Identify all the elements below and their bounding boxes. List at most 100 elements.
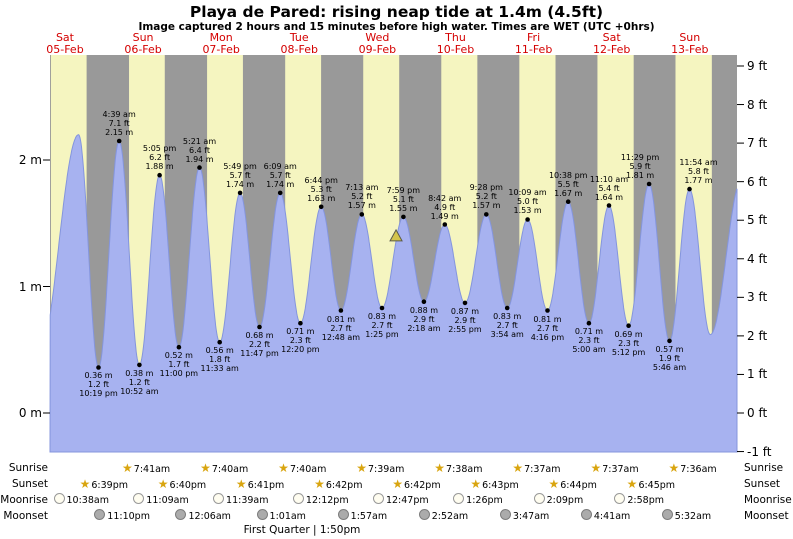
moonrise-moon-icon	[372, 493, 384, 504]
current-tide-marker	[389, 228, 403, 242]
capture-note: Image captured 2 hours and 15 minutes be…	[138, 21, 655, 33]
annotation-line: 0.57 m	[655, 344, 684, 354]
tide-annotation-low: 0.69 m 2.3 ft 5:12 pm	[593, 330, 665, 357]
feet-axis-label: 9 ft	[747, 58, 768, 73]
annotation-line: 2.3 ft	[578, 336, 600, 346]
sunset-time: 6:39pm	[91, 480, 128, 491]
sunrise-entry: ★7:37am	[590, 461, 638, 475]
annotation-line: 5:21 am	[182, 136, 217, 146]
tide-extreme-dot	[157, 172, 162, 178]
annotation-line: 11:33 am	[200, 364, 239, 374]
tide-annotation-high: 10:09 am 5.0 ft 1.53 m	[492, 188, 564, 215]
annotation-line: 7:59 pm	[386, 185, 421, 195]
annotation-line: 0.56 m	[205, 346, 234, 356]
annotation-line: 11:47 pm	[240, 348, 279, 358]
day-date: 06-Feb	[124, 42, 162, 56]
sun-star-icon: ★	[157, 477, 169, 491]
tide-extreme-dot	[565, 199, 571, 204]
annotation-line: 5:12 pm	[611, 347, 646, 357]
moonrise-moon-icon	[614, 493, 626, 504]
tide-extreme-dot	[338, 308, 344, 313]
moonset-time: 1:01am	[269, 511, 306, 522]
tide-extreme-dot	[379, 305, 385, 311]
tide-annotation-low: 0.87 m 2.9 ft 2:55 pm	[429, 307, 501, 334]
annotation-line: 7.1 ft	[108, 119, 130, 129]
annotation-line: 0.69 m	[614, 329, 643, 339]
sunrise-time: 7:36am	[680, 464, 717, 475]
annotation-line: 0.52 m	[164, 351, 193, 361]
annotation-line: 1.9 ft	[658, 353, 681, 363]
page-title: Playa de Pared: rising neap tide at 1.4m…	[189, 3, 604, 21]
sunrise-time: 7:38am	[446, 464, 483, 475]
annotation-line: 5.4 ft	[598, 183, 620, 193]
tide-annotation-low: 0.81 m 2.7 ft 4:16 pm	[511, 315, 583, 342]
moonset-entry: 11:10pm	[94, 509, 150, 522]
tide-annotation-high: 5:21 am 6.4 ft 1.94 m	[164, 137, 236, 164]
sunrise-entry: ★7:40am	[278, 461, 326, 475]
moonrise-entry: 12:12pm	[292, 493, 349, 506]
moonset-moon-icon	[418, 509, 430, 520]
annotation-line: 0.81 m	[326, 314, 356, 324]
annotation-line: 5.8 ft	[687, 167, 710, 177]
annotation-line: 0.36 m	[84, 371, 113, 381]
meter-axis-label: 0 m	[18, 406, 42, 420]
annotation-line: 1.74 m	[266, 179, 295, 189]
annotation-line: 1.49 m	[430, 211, 459, 221]
tide-extreme-dot	[197, 165, 202, 170]
moonset-moon-icon	[337, 509, 349, 520]
annotation-line: 2.7 ft	[496, 321, 518, 330]
annotation-line: 10:19 pm	[79, 389, 118, 399]
sunset-time: 6:40pm	[169, 480, 207, 491]
day-date: 12-Feb	[592, 42, 631, 56]
annotation-line: 11:10 am	[589, 174, 629, 184]
moon-phase-text: First Quarter | 1:50pm	[243, 524, 361, 536]
annotation-line: 5:05 pm	[142, 144, 177, 154]
day-of-week: Fri	[527, 31, 541, 44]
tide-annotation-high: 7:13 am 5.2 ft 1.57 m	[326, 183, 398, 210]
moonset-entry: 12:06am	[175, 509, 231, 522]
moonset-time: 1:57am	[350, 511, 388, 522]
sun-star-icon: ★	[235, 477, 247, 491]
annotation-line: 10:52 am	[120, 386, 159, 396]
annotation-line: 1.7 ft	[168, 360, 190, 370]
annotation-line: 0.81 m	[533, 314, 562, 324]
moonset-row-label-right: Moonset	[744, 510, 789, 522]
sunrise-row-label-right: Sunrise	[744, 462, 784, 474]
sun-star-icon: ★	[434, 461, 446, 475]
day-date: 13-Feb	[671, 42, 709, 56]
day-label: Tue 08-Feb	[269, 32, 329, 55]
moonrise-time: 12:47pm	[385, 495, 429, 506]
annotation-line: 2:18 am	[407, 323, 441, 333]
moonrise-time: 11:09am	[146, 495, 189, 506]
sunset-entry: ★6:45pm	[627, 477, 675, 491]
annotation-line: 0.68 m	[245, 330, 274, 340]
moonrise-moon-icon	[53, 493, 65, 504]
tide-annotation-low: 0.83 m 2.7 ft 1:25 pm	[346, 312, 418, 339]
moonrise-entry: 1:26pm	[453, 493, 503, 506]
feet-axis-label: 0 ft	[747, 406, 768, 420]
tide-extreme-dot	[586, 320, 592, 326]
day-of-week: Wed	[365, 31, 390, 44]
sunset-entry: ★6:42pm	[392, 477, 440, 491]
annotation-line: 1.2 ft	[128, 377, 150, 387]
annotation-line: 0.87 m	[450, 306, 480, 316]
annotation-line: 1.55 m	[389, 203, 418, 213]
annotation-line: 4:39 am	[102, 110, 136, 120]
day-label: Fri 11-Feb	[504, 32, 564, 55]
moonrise-time: 11:39am	[226, 495, 269, 506]
moonset-row-label-left: Moonset	[3, 510, 48, 522]
moonrise-moon-icon	[133, 493, 145, 504]
feet-axis-label: 7 ft	[747, 136, 768, 151]
annotation-line: 6.4 ft	[188, 145, 211, 155]
moonset-entry: 1:57am	[337, 509, 388, 522]
annotation-line: 2.9 ft	[413, 314, 435, 324]
tide-annotation-low: 0.88 m 2.9 ft 2:18 am	[388, 306, 460, 333]
tide-extreme-dot	[687, 186, 692, 192]
feet-axis-label: 4 ft	[747, 251, 768, 266]
tide-annotation-high: 11:29 pm 5.9 ft 1.81 m	[604, 153, 676, 180]
moonset-entry: 3:47am	[499, 509, 549, 522]
tide-annotation-high: 5:49 pm 5.7 ft 1.74 m	[204, 162, 276, 189]
tide-extreme-dot	[626, 323, 631, 329]
moonrise-entry: 2:58pm	[614, 493, 664, 506]
